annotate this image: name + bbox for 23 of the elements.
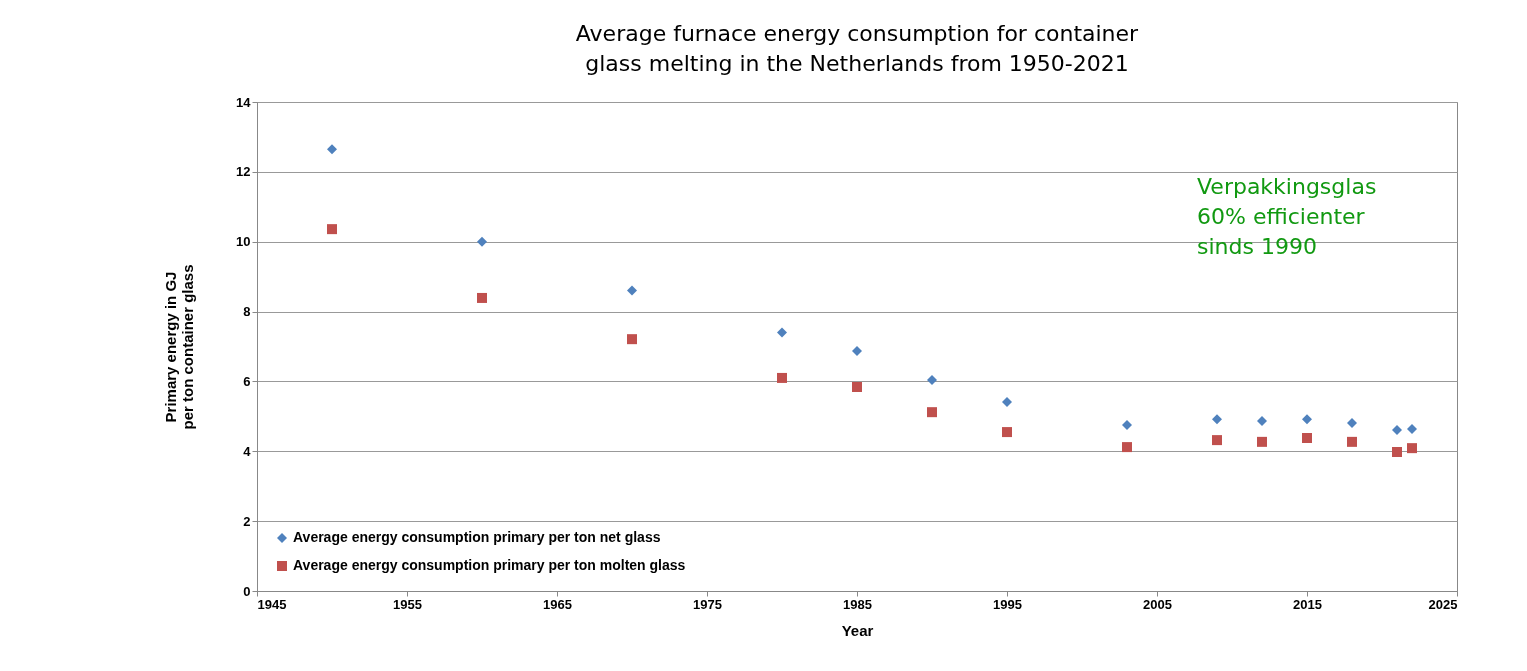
x-tick-label: 1965: [543, 596, 572, 612]
y-tick-label: 14: [236, 94, 252, 110]
x-tick-label: 2005: [1143, 596, 1172, 612]
chart-title: Average furnace energy consumption for container glass melting in the Netherlands from 1950-2021: [575, 21, 1140, 76]
x-axis-title: Year: [841, 621, 874, 639]
x-tick-label: 1955: [393, 596, 422, 612]
x-tick-label: 2025: [1428, 596, 1458, 612]
x-tick-label: 1945: [257, 596, 287, 612]
x-tick-label: 2015: [1293, 596, 1322, 612]
y-tick-label: 6: [243, 373, 251, 389]
x-tick-label: 1985: [843, 596, 872, 612]
y-tick-label: 12: [236, 164, 251, 180]
x-tick-label: 1975: [693, 596, 722, 612]
legend-label: Average energy consumption primary per ton net glass: [293, 529, 661, 545]
x-tick-label: 1995: [993, 596, 1022, 612]
annotation: Verpakkingsglas 60% efficienter sinds 1990: [1197, 174, 1377, 259]
y-axis-title: Primary energy in GJ per ton container glass: [162, 264, 197, 430]
y-tick-label: 2: [243, 513, 251, 529]
y-tick-label: 0: [243, 583, 251, 599]
y-tick-label: 4: [243, 443, 252, 459]
y-tick-label: 8: [243, 304, 251, 320]
y-tick-label: 10: [236, 234, 251, 250]
legend-label: Average energy consumption primary per ton molten glass: [293, 557, 686, 573]
